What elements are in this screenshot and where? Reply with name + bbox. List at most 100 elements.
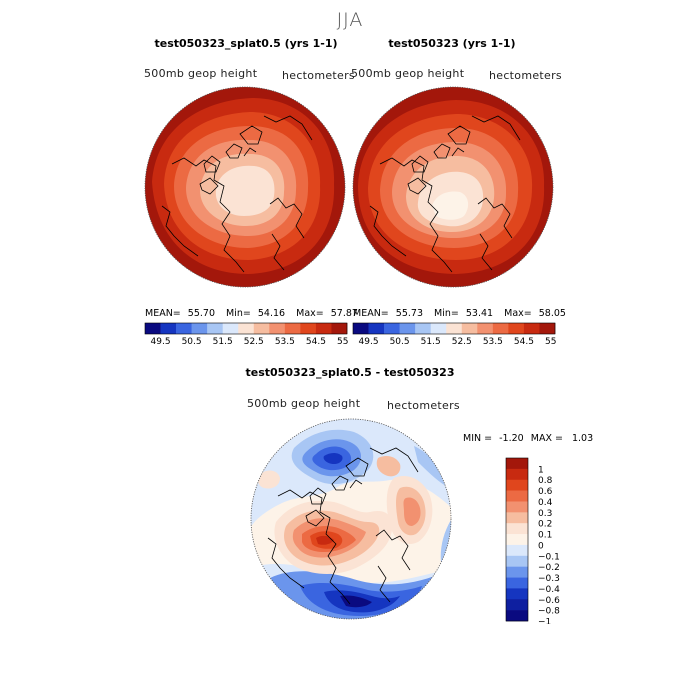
colorbar-swatch (506, 544, 528, 557)
colorbar-swatch (523, 323, 540, 334)
contour-band (340, 595, 372, 608)
colorbar-swatch (222, 323, 239, 334)
panel1-max-label: Max= (296, 308, 324, 319)
panel2-stats: MEAN= 55.73 Min= 53.41 Max= 58.05 (353, 308, 566, 319)
colorbar-tick-label: 50.5 (390, 337, 410, 346)
colorbar-swatch (506, 555, 528, 567)
colorbar-swatch (506, 523, 528, 535)
colorbar-swatch (415, 323, 431, 334)
colorbar-swatch (506, 599, 528, 611)
contour-band (257, 470, 280, 489)
panel1-mean-label: MEAN= (145, 308, 181, 319)
colorbar-swatch (300, 323, 317, 334)
colorbar-swatch (506, 458, 528, 470)
colorbar-tick-label: 52.5 (452, 337, 472, 346)
contour-band (414, 446, 446, 486)
colorbar-swatch (446, 323, 463, 334)
panel1-polar-map (144, 86, 346, 288)
panel3-max-value: 1.03 (571, 433, 594, 444)
panel3-title: test050323_splat0.5 - test050323 (245, 366, 455, 379)
colorbar-swatch (477, 323, 494, 334)
panel2-mean-value: 55.73 (395, 308, 423, 319)
colorbar-tick-label: 50.5 (182, 337, 202, 346)
colorbar-tick-label: 0 (538, 541, 544, 551)
colorbar-swatch (506, 566, 528, 578)
panel2-min-label: Min= (434, 308, 459, 319)
panel2-units-label: hectometers (489, 69, 562, 82)
panel1-units-label: hectometers (282, 69, 355, 82)
colorbar-tick-label: 55.5 (545, 337, 556, 346)
colorbar-tick-label: 54.5 (514, 337, 534, 346)
contour-band (215, 165, 275, 216)
colorbar-swatch (506, 588, 528, 600)
panel3-max-label: MAX = (530, 433, 563, 444)
panel1-title: test050323_splat0.5 (yrs 1-1) (154, 37, 338, 50)
colorbar-swatch (461, 323, 478, 334)
colorbar-tick-label: 0.8 (538, 476, 553, 486)
panel2-polar-map (352, 86, 554, 288)
colorbar-frame (505, 457, 529, 622)
panel2-max-label: Max= (504, 308, 532, 319)
colorbar-swatch (368, 323, 385, 334)
colorbar-tick-label: 51.5 (421, 337, 441, 346)
panel3-units-label: hectometers (387, 399, 460, 412)
colorbar-tick-label: 52.5 (244, 337, 264, 346)
colorbar-swatch (399, 323, 416, 334)
colorbar-tick-label: 51.5 (213, 337, 233, 346)
colorbar-swatch (238, 323, 255, 334)
colorbar-swatch (506, 479, 528, 491)
colorbar-swatch (315, 323, 332, 334)
colorbar-swatch (331, 323, 348, 334)
colorbar-swatch (284, 323, 301, 334)
figure-title: JJA (336, 9, 364, 31)
colorbar-tick-label: −0.6 (538, 596, 560, 606)
contour-band (403, 497, 421, 526)
panel2-variable-label: 500mb geop height (351, 67, 465, 80)
panel2-max-value: 58.05 (538, 308, 566, 319)
colorbar-tick-label: 0.1 (538, 531, 552, 541)
colorbar-swatch (506, 610, 528, 622)
colorbar-swatch (506, 468, 528, 481)
colorbar-swatch (253, 323, 270, 334)
colorbar-tick-label: −1 (538, 618, 551, 625)
colorbar-tick-label: −0.4 (538, 585, 560, 595)
panel3-variable-label: 500mb geop height (247, 397, 361, 410)
panel1-mean-value: 55.70 (187, 308, 215, 319)
colorbar-swatch (191, 323, 208, 334)
panel1-stats: MEAN= 55.70 Min= 54.16 Max= 57.87 (145, 308, 358, 319)
colorbar-swatch (353, 323, 369, 334)
colorbar-tick-label: −0.3 (538, 574, 560, 584)
panel2-colorbar: 49.550.551.552.553.554.555.556.5 (352, 322, 556, 346)
colorbar-tick-label: 53.5 (275, 337, 295, 346)
panel1-min-label: Min= (226, 308, 251, 319)
panel1-min-value: 54.16 (257, 308, 286, 319)
colorbar-swatch (160, 323, 177, 334)
colorbar-swatch (508, 323, 525, 334)
colorbar-frame (352, 322, 556, 335)
colorbar-tick-label: 53.5 (483, 337, 503, 346)
panel3-min-label: MIN = (463, 433, 493, 444)
colorbar-swatch (492, 323, 509, 334)
colorbar-swatch (506, 577, 528, 589)
colorbar-tick-label: 0.3 (538, 509, 552, 519)
colorbar-swatch (384, 323, 400, 334)
colorbar-swatch (269, 323, 286, 334)
colorbar-swatch (176, 323, 192, 334)
colorbar-frame (144, 322, 348, 335)
colorbar-tick-label: 1 (538, 465, 544, 475)
colorbar-tick-label: 0.6 (538, 487, 553, 497)
panel2-mean-label: MEAN= (353, 308, 389, 319)
panel3-colorbar: 10.80.60.40.30.20.10−0.1−0.2−0.3−0.4−0.6… (505, 457, 560, 625)
contour-band (432, 191, 469, 220)
colorbar-tick-label: −0.2 (538, 563, 560, 573)
panel2-title: test050323 (yrs 1-1) (388, 37, 516, 50)
panel3-stats: MIN = -1.20 MAX = 1.03 (463, 433, 593, 444)
colorbar-tick-label: 0.4 (538, 498, 553, 508)
contour-band (376, 456, 401, 477)
colorbar-tick-label: 49.5 (359, 337, 379, 346)
panel2-min-value: 53.41 (465, 308, 494, 319)
colorbar-swatch (539, 323, 556, 334)
colorbar-tick-label: 49.5 (151, 337, 171, 346)
colorbar-swatch (506, 490, 528, 502)
